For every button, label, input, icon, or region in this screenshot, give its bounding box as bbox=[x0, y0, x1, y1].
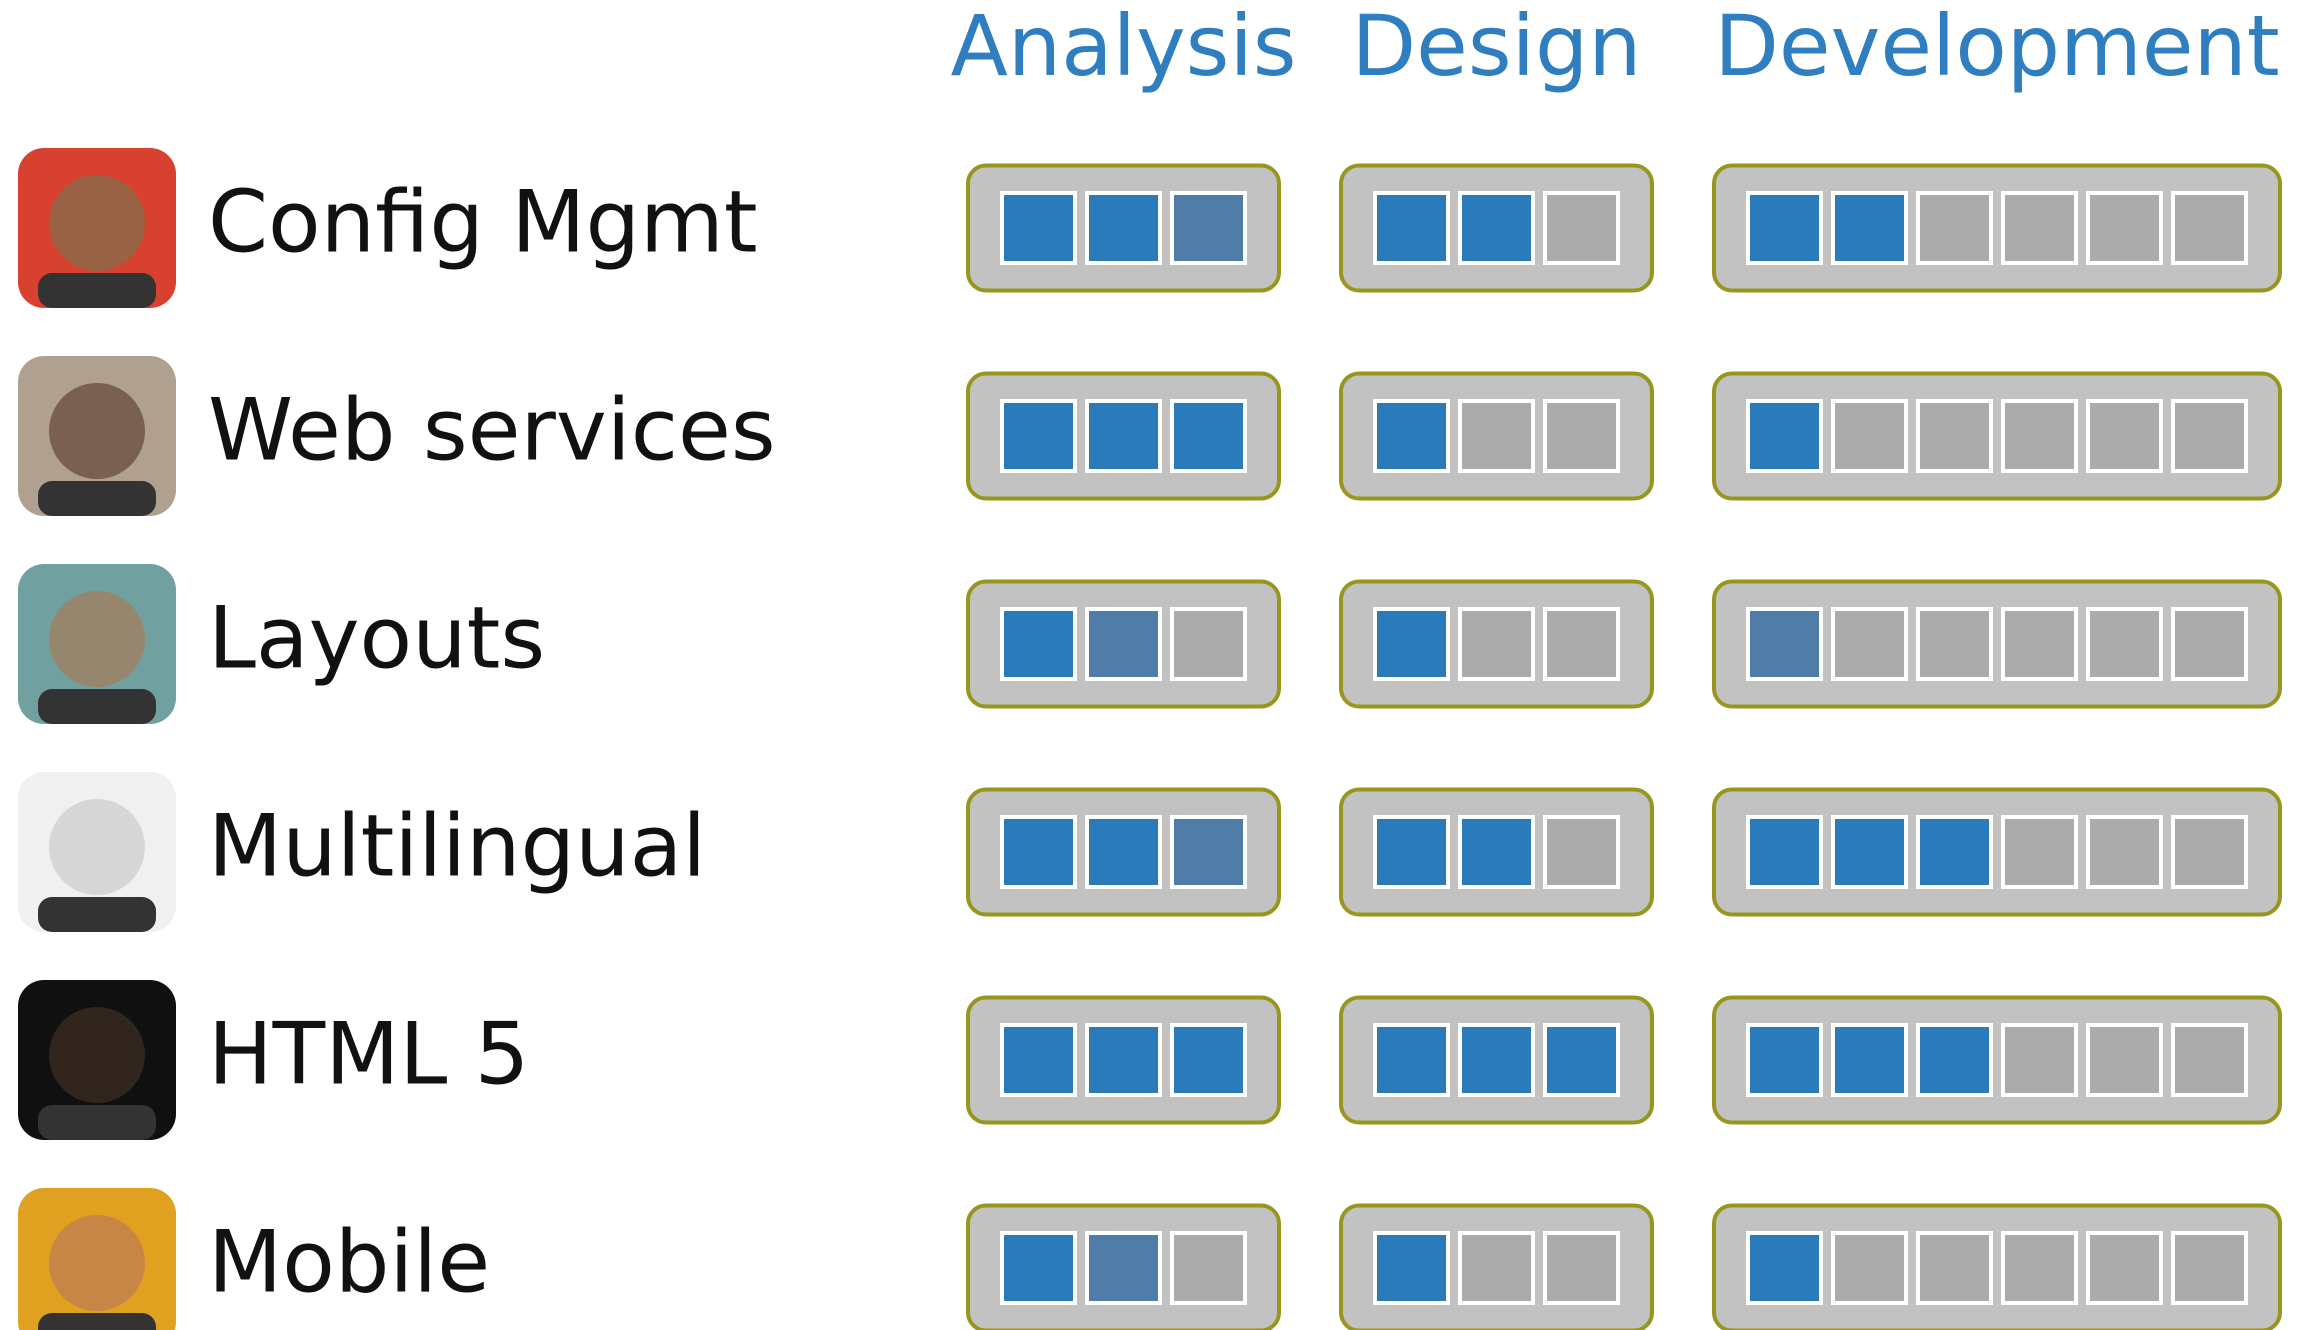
done-cell bbox=[1458, 1023, 1535, 1097]
todo-cell bbox=[1831, 1231, 1908, 1305]
done-cell bbox=[1085, 1023, 1162, 1097]
avatar-shoulders bbox=[38, 1105, 156, 1140]
todo-cell bbox=[2086, 607, 2163, 681]
avatar-face bbox=[49, 175, 145, 271]
done-cell bbox=[1000, 399, 1077, 473]
done-cell bbox=[1373, 1023, 1450, 1097]
todo-cell bbox=[2086, 1023, 2163, 1097]
done-cell bbox=[1373, 1231, 1450, 1305]
done-cell bbox=[1000, 1231, 1077, 1305]
done-cell bbox=[1000, 607, 1077, 681]
done-cell bbox=[1916, 1023, 1993, 1097]
done-cell bbox=[1746, 1023, 1823, 1097]
todo-cell bbox=[2171, 815, 2248, 889]
avatar-face bbox=[49, 383, 145, 479]
avatar-shoulders bbox=[38, 481, 156, 516]
row-label: Config Mgmt bbox=[208, 172, 758, 272]
phase-title: Design bbox=[1351, 0, 1641, 95]
done-cell bbox=[1746, 815, 1823, 889]
todo-cell bbox=[1543, 607, 1620, 681]
todo-cell bbox=[1543, 1231, 1620, 1305]
todo-cell bbox=[2086, 815, 2163, 889]
todo-cell bbox=[2001, 607, 2078, 681]
todo-cell bbox=[2001, 1023, 2078, 1097]
todo-cell bbox=[2086, 191, 2163, 265]
todo-cell bbox=[2001, 815, 2078, 889]
todo-cell bbox=[1170, 1231, 1247, 1305]
active-cell bbox=[1170, 191, 1247, 265]
done-cell bbox=[1085, 399, 1162, 473]
done-cell bbox=[1831, 815, 1908, 889]
avatar-face bbox=[49, 799, 145, 895]
row-label: Web services bbox=[208, 380, 776, 480]
row-label: Layouts bbox=[208, 588, 545, 688]
done-cell bbox=[1085, 191, 1162, 265]
done-cell bbox=[1170, 399, 1247, 473]
done-cell bbox=[1373, 191, 1450, 265]
avatar-shoulders bbox=[38, 1313, 156, 1330]
todo-cell bbox=[2086, 399, 2163, 473]
todo-cell bbox=[1916, 1231, 1993, 1305]
avatar-shoulders bbox=[38, 689, 156, 724]
done-cell bbox=[1831, 191, 1908, 265]
done-cell bbox=[1170, 1023, 1247, 1097]
todo-cell bbox=[2171, 191, 2248, 265]
active-cell bbox=[1085, 607, 1162, 681]
done-cell bbox=[1373, 815, 1450, 889]
todo-cell bbox=[2171, 607, 2248, 681]
done-cell bbox=[1916, 815, 1993, 889]
avatar-face bbox=[49, 591, 145, 687]
done-cell bbox=[1000, 1023, 1077, 1097]
todo-cell bbox=[2171, 1023, 2248, 1097]
done-cell bbox=[1373, 399, 1450, 473]
todo-cell bbox=[2086, 1231, 2163, 1305]
todo-cell bbox=[1543, 399, 1620, 473]
done-cell bbox=[1000, 191, 1077, 265]
row-label: HTML 5 bbox=[208, 1004, 529, 1104]
todo-cell bbox=[1458, 607, 1535, 681]
row-label: Multilingual bbox=[208, 796, 706, 896]
active-cell bbox=[1170, 815, 1247, 889]
todo-cell bbox=[1831, 399, 1908, 473]
done-cell bbox=[1746, 191, 1823, 265]
todo-cell bbox=[2001, 1231, 2078, 1305]
todo-cell bbox=[1170, 607, 1247, 681]
todo-cell bbox=[1916, 399, 1993, 473]
todo-cell bbox=[2171, 399, 2248, 473]
done-cell bbox=[1458, 815, 1535, 889]
todo-cell bbox=[2171, 1231, 2248, 1305]
done-cell bbox=[1831, 1023, 1908, 1097]
done-cell bbox=[1458, 191, 1535, 265]
avatar-face bbox=[49, 1215, 145, 1311]
phase-title: Development bbox=[1714, 0, 2279, 95]
done-cell bbox=[1543, 1023, 1620, 1097]
done-cell bbox=[1085, 815, 1162, 889]
done-cell bbox=[1000, 815, 1077, 889]
done-cell bbox=[1746, 1231, 1823, 1305]
avatar-shoulders bbox=[38, 273, 156, 308]
todo-cell bbox=[1458, 399, 1535, 473]
todo-cell bbox=[1916, 607, 1993, 681]
done-cell bbox=[1746, 399, 1823, 473]
done-cell bbox=[1373, 607, 1450, 681]
active-cell bbox=[1746, 607, 1823, 681]
row-label: Mobile bbox=[208, 1212, 490, 1312]
todo-cell bbox=[1543, 815, 1620, 889]
todo-cell bbox=[1458, 1231, 1535, 1305]
avatar-shoulders bbox=[38, 897, 156, 932]
todo-cell bbox=[1916, 191, 1993, 265]
todo-cell bbox=[2001, 191, 2078, 265]
phase-title: Analysis bbox=[950, 0, 1296, 95]
avatar-face bbox=[49, 1007, 145, 1103]
todo-cell bbox=[1831, 607, 1908, 681]
todo-cell bbox=[2001, 399, 2078, 473]
active-cell bbox=[1085, 1231, 1162, 1305]
todo-cell bbox=[1543, 191, 1620, 265]
